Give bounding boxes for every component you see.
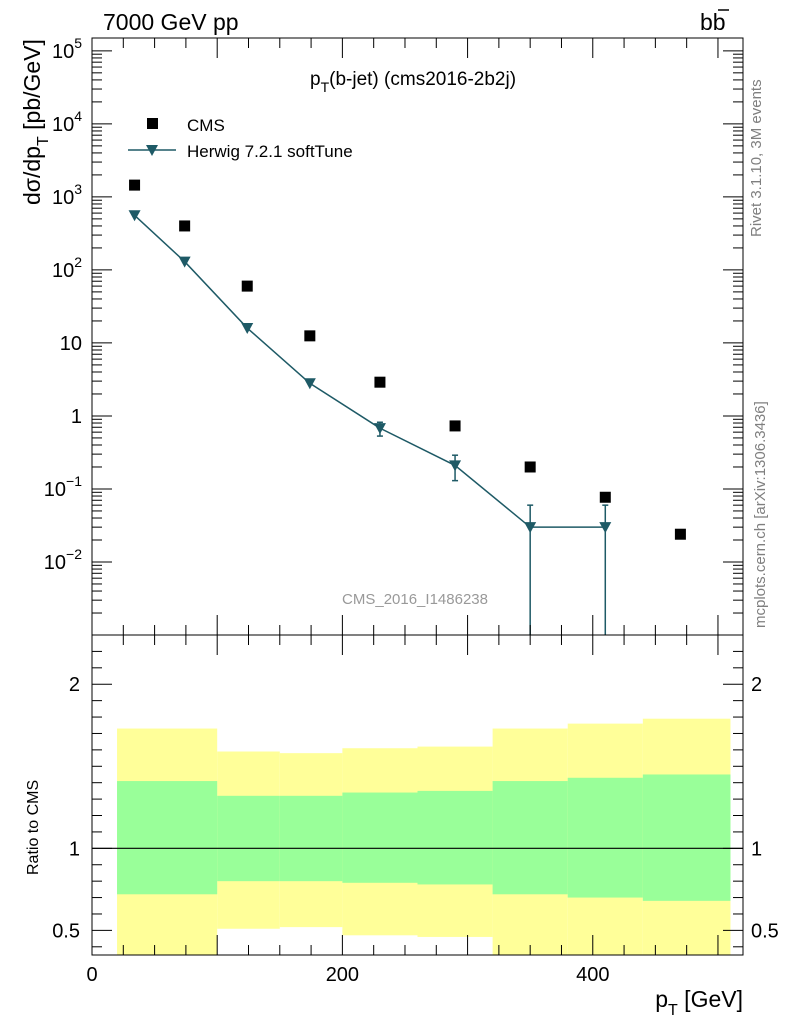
- legend: CMS Herwig 7.2.1 softTune: [128, 116, 353, 161]
- herwig-point: [303, 378, 316, 390]
- ratio-xtick-label: 0: [86, 964, 97, 986]
- mcplots-label: mcplots.cern.ch [arXiv:1306.3436]: [752, 401, 769, 628]
- main-plot: pT(b-jet) (cms2016-2b2j) CMS_2016_I14862…: [19, 35, 744, 636]
- main-ytick-label: 1: [71, 406, 82, 428]
- ratio-ytick-label: 0.5: [52, 920, 80, 942]
- legend-cms-label: CMS: [187, 116, 225, 135]
- cms-point: [304, 330, 316, 342]
- header-right-b: b: [700, 9, 713, 35]
- cms-point: [449, 420, 461, 432]
- legend-herwig-marker: [146, 145, 158, 156]
- ratio-frame: [91, 634, 744, 956]
- ratio-band-stat: [342, 792, 418, 883]
- ratio-xtick-label: 400: [576, 964, 609, 986]
- main-ytick-exp: −2: [66, 546, 82, 562]
- header-right: bb: [700, 9, 726, 35]
- legend-herwig-label: Herwig 7.2.1 softTune: [187, 142, 353, 161]
- ratio-band-stat: [492, 781, 568, 895]
- herwig-point: [524, 522, 537, 534]
- herwig-point: [178, 256, 191, 268]
- rivet-label: Rivet 3.1.10, 3M events: [748, 79, 765, 237]
- legend-cms-marker: [147, 118, 158, 129]
- ratio-band-stat: [567, 777, 643, 898]
- main-ytick-exp: 3: [74, 181, 82, 197]
- ratio-xlabel-sub: T: [668, 1002, 678, 1019]
- main-ytick-base: 10: [60, 333, 82, 355]
- cms-point: [129, 179, 141, 191]
- main-ytick-label: 104: [52, 108, 82, 136]
- ratio-xtick-label: 200: [326, 964, 359, 986]
- main-ytick-base: 10: [52, 41, 74, 63]
- main-ytick-exp: 4: [74, 108, 82, 124]
- cms-point: [524, 461, 536, 473]
- main-content: [128, 179, 686, 635]
- herwig-point: [373, 423, 386, 435]
- ratio-band-stat: [117, 781, 218, 895]
- herwig-point: [449, 460, 462, 472]
- ratio-band-stat: [279, 795, 343, 882]
- main-ytick-exp: −1: [66, 473, 82, 489]
- main-title-sub: T: [321, 79, 330, 95]
- ratio-plot: 0.5 0.5 1 1 2 2 0 200 400 Ratio to CMS pT [GeV]: [25, 634, 779, 1019]
- main-ytick-base: 10: [52, 260, 74, 282]
- ratio-band-stat: [217, 795, 280, 882]
- cms-point: [374, 376, 386, 388]
- ratio-xlabel: pT [GeV]: [655, 986, 743, 1019]
- main-ytick-label: 105: [52, 35, 82, 63]
- ratio-axes: 0.5 0.5 1 1 2 2 0 200 400: [52, 634, 779, 986]
- herwig-point: [128, 210, 141, 222]
- main-ylabel-sub: T: [35, 136, 52, 146]
- header-right-bbar: b: [713, 9, 726, 35]
- ratio-ytick-label-right: 0.5: [751, 920, 779, 942]
- watermark: CMS_2016_I1486238: [342, 591, 488, 608]
- ratio-ytick-label: 2: [69, 674, 80, 696]
- main-ytick-exp: 2: [74, 254, 82, 270]
- main-ytick-label: 103: [52, 181, 82, 209]
- herwig-line: [134, 214, 606, 528]
- main-ylabel: dσ/dpT [pb/GeV]: [19, 39, 52, 205]
- ratio-bands: [117, 718, 731, 955]
- main-ytick-base: 10: [52, 187, 74, 209]
- main-ylabel-suffix: [pb/GeV]: [19, 39, 45, 136]
- cms-point: [179, 220, 191, 232]
- main-title-p: p: [310, 69, 321, 90]
- ratio-ylabel: Ratio to CMS: [25, 780, 42, 875]
- ratio-band-stat: [417, 790, 493, 885]
- ratio-ytick-label-right: 2: [751, 674, 762, 696]
- cms-point: [674, 528, 686, 540]
- ratio-ytick-label-right: 1: [751, 838, 762, 860]
- ratio-ytick-label: 1: [69, 838, 80, 860]
- main-ytick-label: 10−2: [44, 546, 82, 574]
- main-ytick-base: 10: [44, 479, 66, 501]
- main-ytick-base: 1: [71, 406, 82, 428]
- herwig-point: [241, 323, 254, 335]
- main-title-rest: (b-jet) (cms2016-2b2j): [329, 69, 516, 90]
- main-ytick-base: 10: [52, 114, 74, 136]
- main-ytick-label: 10: [60, 333, 82, 355]
- main-ytick-label: 102: [52, 254, 82, 282]
- herwig-point: [599, 522, 612, 534]
- cms-point: [241, 280, 253, 292]
- main-ylabel-prefix: dσ/dp: [19, 146, 45, 205]
- main-ytick-label: 10−1: [44, 473, 82, 501]
- main-ytick-base: 10: [44, 552, 66, 574]
- ratio-xlabel-suffix: [GeV]: [678, 986, 743, 1012]
- cms-point: [599, 491, 611, 503]
- header-left: 7000 GeV pp: [103, 9, 239, 35]
- ratio-xlabel-p: p: [655, 986, 668, 1012]
- main-title: pT(b-jet) (cms2016-2b2j): [310, 69, 516, 95]
- main-ytick-exp: 5: [74, 35, 82, 51]
- ratio-band-stat: [642, 774, 731, 901]
